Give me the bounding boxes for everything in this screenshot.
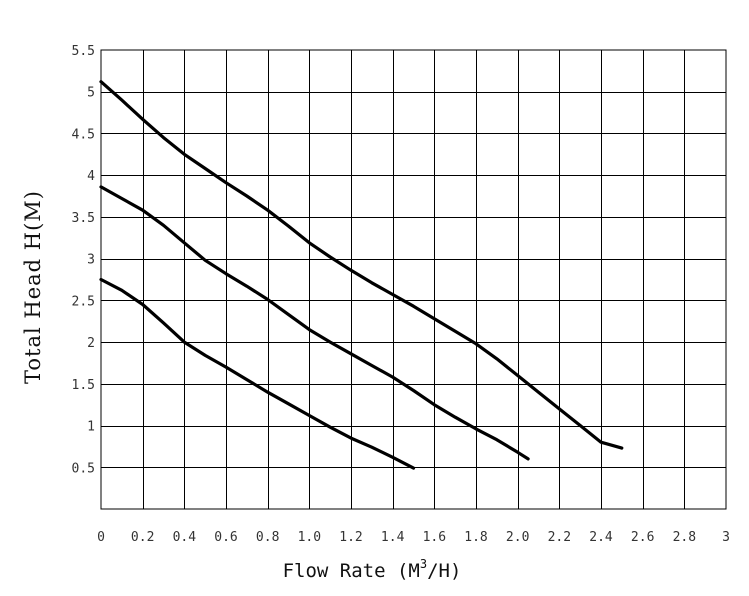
x-tick-label: 2.8 <box>673 530 696 545</box>
x-axis-title-main: Flow Rate (M <box>283 560 420 582</box>
x-axis-title-end: /H) <box>427 560 461 582</box>
grid <box>100 49 727 510</box>
y-tick-label: 5.5 <box>72 44 95 59</box>
x-axis-title: Flow Rate (M3/H) <box>283 557 462 582</box>
performance-curve-3 <box>99 277 416 470</box>
x-axis-title-sup: 3 <box>420 557 427 571</box>
x-tick-label: 0.2 <box>131 530 154 545</box>
x-tick-label: 2.6 <box>631 530 654 545</box>
x-tick-label: 1.8 <box>464 530 487 545</box>
x-tick-label: 3 <box>722 530 730 545</box>
y-tick-label: 4.5 <box>72 127 95 142</box>
performance-curve-1 <box>99 80 624 450</box>
performance-curve-2 <box>99 185 530 461</box>
y-tick-label: 3.5 <box>72 211 95 226</box>
x-tick-label: 1.2 <box>339 530 362 545</box>
x-tick-labels: 0 0.2 0.4 0.6 0.8 1.0 1.2 1.4 1.6 1.8 2.0 2.2 2.4 2.6… <box>97 530 730 545</box>
x-tick-label: 1.6 <box>423 530 446 545</box>
x-tick-label: 0.4 <box>173 530 197 545</box>
y-tick-label: 5 <box>87 86 95 101</box>
x-tick-label: 2.2 <box>548 530 571 545</box>
y-axis-title: Total Head H(M) <box>21 190 45 384</box>
x-tick-label: 0.8 <box>256 530 279 545</box>
curves <box>99 80 624 470</box>
y-tick-label: 1.5 <box>72 378 95 393</box>
y-tick-label: 0.5 <box>72 461 95 476</box>
y-tick-label: 4 <box>87 169 95 184</box>
x-tick-label: 2.0 <box>506 530 529 545</box>
y-tick-label: 2.5 <box>72 294 95 309</box>
x-tick-label: 1.4 <box>381 530 405 545</box>
plot-frame <box>100 49 727 510</box>
y-tick-label: 2 <box>87 336 95 351</box>
y-tick-labels: 0.5 1 1.5 2 2.5 3 3.5 4 4.5 5 5.5 <box>72 44 96 476</box>
x-tick-label: 0 <box>97 530 105 545</box>
y-tick-label: 1 <box>87 420 95 435</box>
y-tick-label: 3 <box>87 253 95 268</box>
x-tick-label: 2.4 <box>589 530 613 545</box>
x-tick-label: 1.0 <box>298 530 321 545</box>
x-tick-label: 0.6 <box>214 530 237 545</box>
